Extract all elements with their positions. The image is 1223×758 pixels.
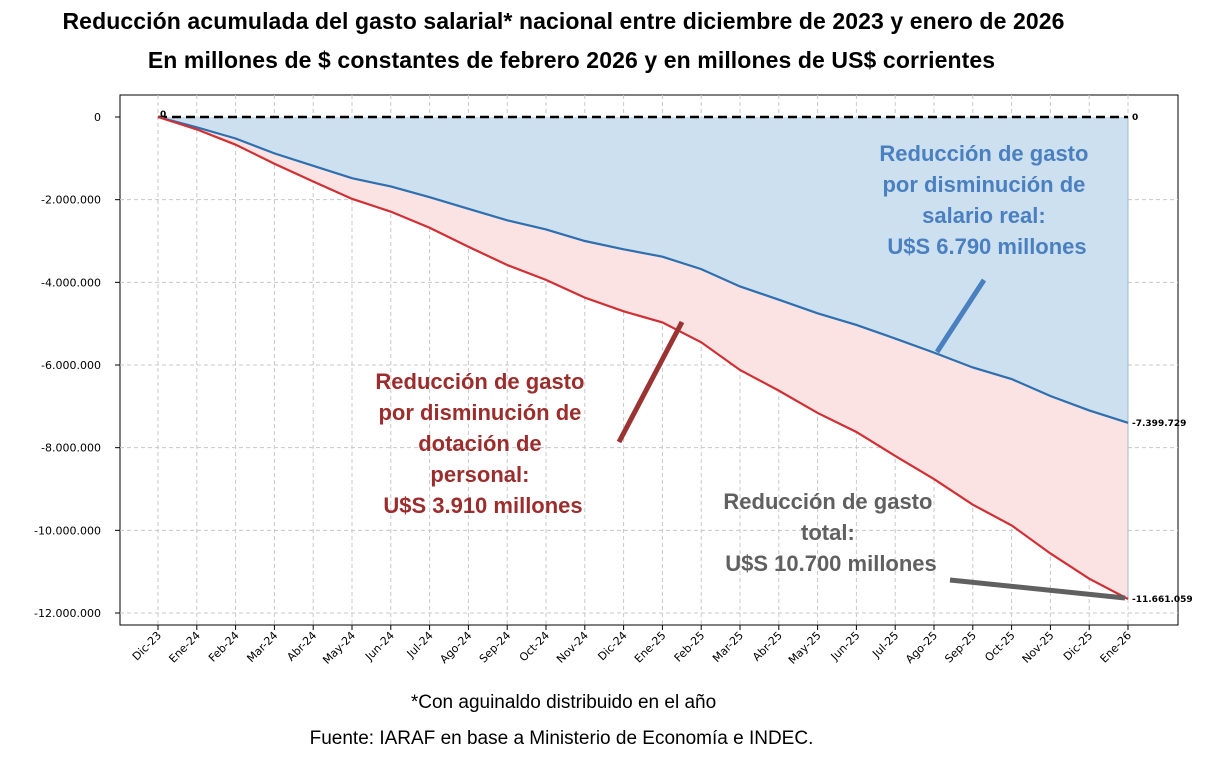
y-tick-label: -8.000.000 (41, 442, 101, 455)
x-tick-label: Oct-24 (517, 629, 552, 664)
x-tick-label: Mar-25 (710, 629, 746, 665)
x-tick-label: Nov-24 (554, 629, 591, 666)
red-annotation-line: U$S 3.910 millones (383, 493, 582, 518)
footnote: *Con aguinaldo distribuido en el año (410, 692, 717, 713)
y-tick-label: -6.000.000 (41, 359, 101, 372)
blue-annotation-line: salario real: (922, 203, 1046, 228)
salary-reduction-area (158, 117, 1128, 423)
x-tick-label: Jun-25 (828, 629, 863, 664)
x-tick-label: Ene-25 (632, 629, 669, 666)
total-end-value-label: -11.661.059 (1132, 595, 1193, 605)
gray-annotation-line: total: (801, 520, 855, 545)
y-axis: 0 -2.000.000 -4.000.000 -6.000.000 -8.000.00… (34, 111, 120, 620)
gray-annotation-line: U$S 10.700 millones (725, 551, 937, 576)
x-tick-label: Feb-25 (672, 629, 708, 665)
staff-reduction-area (158, 117, 1128, 599)
blue-annotation-pointer (934, 278, 987, 354)
salary-reduction-line (157, 115, 1129, 424)
x-axis: Dic-23 Ene-24 Feb-24 Mar-24 Abr-24 May-24 Jun-… (130, 625, 1134, 667)
salary-end-value-label: -7.399.729 (1132, 419, 1186, 429)
source-note: Fuente: IARAF en base a Ministerio de Ec… (309, 728, 814, 749)
chart-title: Reducción acumulada del gasto salarial* … (62, 8, 1065, 34)
blue-annotation-line: por disminución de (882, 172, 1085, 197)
x-tick-label: Ago-24 (437, 629, 474, 666)
gray-annotation: Reducción de gasto total: U$S 10.700 mil… (723, 489, 938, 576)
x-tick-label: May-25 (786, 629, 824, 667)
blue-annotation: Reducción de gasto por disminución de sa… (879, 141, 1094, 259)
red-annotation-line: por disminución de (378, 400, 581, 425)
red-annotation-pointer (616, 320, 685, 444)
zero-end-label: 0 (1132, 113, 1138, 123)
y-tick-label: -12.000.000 (34, 607, 101, 620)
x-tick-label: Nov-25 (1020, 629, 1057, 666)
x-tick-label: Dic-25 (1061, 629, 1095, 663)
y-tick-label: 0 (94, 111, 101, 124)
x-tick-label: Abr-24 (284, 629, 319, 664)
y-tick-label: -4.000.000 (41, 276, 101, 289)
x-tick-label: Ene-24 (166, 629, 203, 666)
chart-subtitle: En millones de $ constantes de febrero 2… (147, 47, 996, 73)
x-tick-label: Ene-26 (1098, 629, 1135, 666)
red-annotation-line: Reducción de gasto (375, 369, 584, 394)
x-tick-label: Jun-24 (362, 629, 397, 664)
zero-start-label: 0 (160, 110, 166, 120)
x-tick-label: Oct-25 (982, 629, 1017, 664)
x-tick-label: Mar-24 (244, 629, 280, 665)
y-tick-label: -2.000.000 (41, 194, 101, 207)
gray-annotation-line: Reducción de gasto (723, 489, 932, 514)
blue-annotation-line: Reducción de gasto (879, 141, 1088, 166)
x-tick-label: Jul-24 (404, 629, 436, 661)
x-tick-label: Jul-25 (869, 629, 901, 661)
x-tick-label: Dic-23 (130, 629, 164, 663)
red-annotation-line: dotación de (418, 431, 541, 456)
total-reduction-line (157, 115, 1129, 600)
x-tick-label: Feb-24 (206, 629, 242, 665)
x-tick-label: Sep-25 (942, 629, 979, 666)
series-lines (157, 115, 1129, 600)
y-tick-label: -10.000.000 (34, 524, 101, 537)
red-annotation: Reducción de gasto por disminución de do… (375, 369, 590, 518)
x-tick-label: Ago-25 (903, 629, 940, 666)
x-tick-label: Abr-25 (750, 629, 785, 664)
x-tick-label: May-24 (320, 629, 358, 667)
blue-annotation-line: U$S 6.790 millones (887, 234, 1086, 259)
end-labels: 0 0 -7.399.729 -11.661.059 (160, 110, 1193, 605)
x-tick-label: Dic-24 (595, 629, 629, 663)
chart-svg: 0 -2.000.000 -4.000.000 -6.000.000 -8.000.00… (34, 94, 1193, 667)
area-fills (158, 117, 1129, 599)
red-annotation-line: personal: (430, 462, 529, 487)
gray-annotation-pointer (949, 577, 1126, 601)
x-tick-label: Sep-24 (477, 629, 514, 666)
